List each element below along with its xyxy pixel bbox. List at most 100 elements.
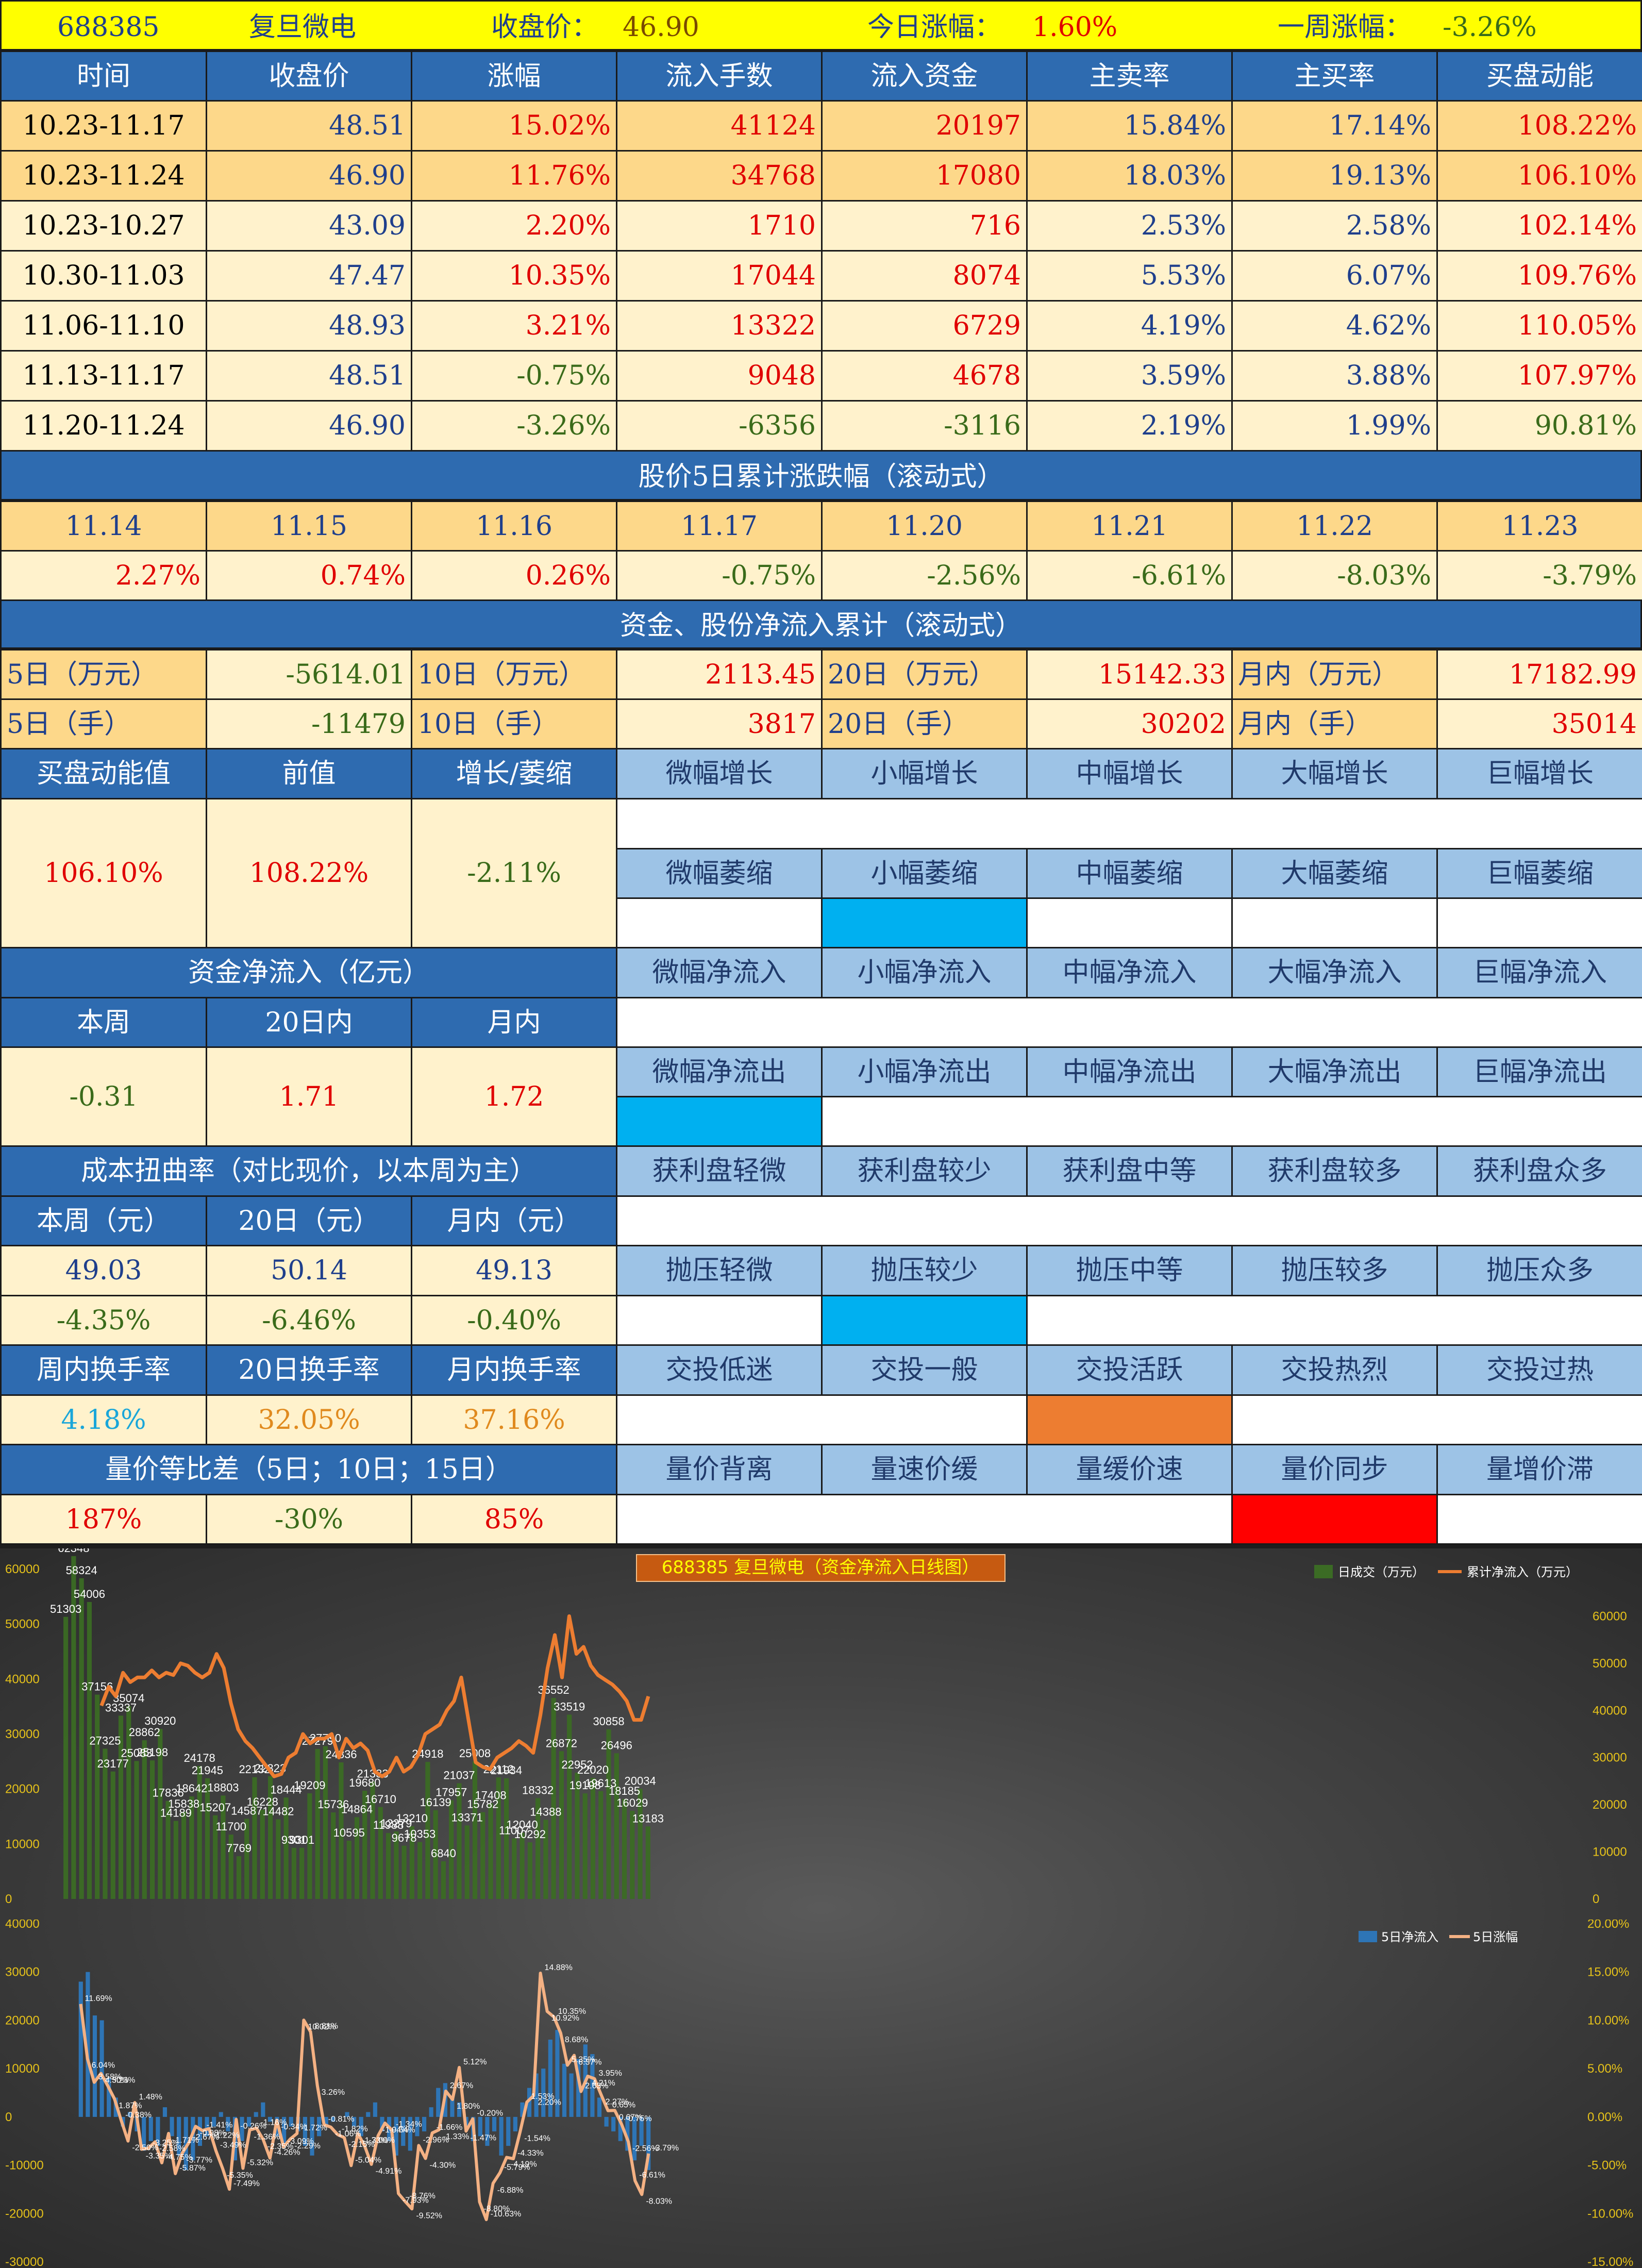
change-data-label: -4.30% xyxy=(430,2161,456,2170)
table-row: 10.23-11.17 48.51 15.02% 41124 20197 15.… xyxy=(0,100,1642,152)
net-inflow-bar xyxy=(429,2107,433,2117)
y-left-tick-label: 60000 xyxy=(5,1562,40,1576)
volume-data-label: 14189 xyxy=(160,1807,192,1820)
volume-bar xyxy=(173,1821,178,1899)
cumflow-label: 10日（手） xyxy=(411,698,617,749)
change-data-label: 8.68% xyxy=(565,2036,588,2044)
volume-data-label: 26496 xyxy=(601,1739,632,1752)
rolling5-table: 11.14 11.15 11.16 11.17 11.20 11.21 11.2… xyxy=(0,501,1642,601)
cumflow-label: 5日（万元） xyxy=(0,649,207,700)
row-momentum: 107.97% xyxy=(1436,350,1642,402)
volume-bar xyxy=(370,1781,375,1899)
y-left-tick-label: 50000 xyxy=(5,1617,40,1631)
col-header-sell-rate: 主卖率 xyxy=(1026,51,1233,102)
netflow-header: 本周 xyxy=(0,997,207,1048)
volume-bar xyxy=(103,1748,108,1899)
volume-data-label: 11700 xyxy=(215,1820,246,1833)
chart-title: 688385 复旦微电（资金净流入日线图） xyxy=(662,1557,980,1578)
volume-data-label: 30858 xyxy=(593,1715,624,1728)
momentum-delta: -2.11% xyxy=(411,798,617,948)
table-row: 11.20-11.24 46.90 -3.26% -6356 -3116 2.1… xyxy=(0,400,1642,452)
change-data-label: -3.09% xyxy=(288,2137,314,2146)
cumulative-flow-line xyxy=(99,1614,650,1778)
volume-bar xyxy=(417,1842,423,1899)
grow-level: 巨幅增长 xyxy=(1436,748,1642,799)
change-data-label: -5.35% xyxy=(227,2171,253,2180)
profit-level: 获利盘轻微 xyxy=(616,1145,823,1197)
netflow-20d: 1.71 xyxy=(206,1046,412,1147)
net-inflow-bar xyxy=(422,2116,427,2131)
net-inflow-bar xyxy=(197,2116,203,2146)
rolling5-value: 0.74% xyxy=(206,550,412,601)
legend-change-label: 5日涨幅 xyxy=(1473,1930,1518,1944)
col-header-buy-rate: 主买率 xyxy=(1231,51,1438,102)
netflow-title-row: 资金净流入（亿元） 微幅净流入 小幅净流入 中幅净流入 大幅净流入 巨幅净流入 xyxy=(0,947,1642,998)
cumflow-label: 月内（手） xyxy=(1231,698,1438,749)
net-inflow-bar xyxy=(177,2116,181,2156)
stock-name: 复旦微电 xyxy=(249,12,357,43)
momentum-previous: 108.22% xyxy=(206,798,412,948)
row-buy-rate: 6.07% xyxy=(1231,250,1438,302)
row-period: 10.23-11.17 xyxy=(0,100,207,152)
change-data-label: -0.26% xyxy=(240,2122,266,2131)
turnover-header: 20日换手率 xyxy=(206,1344,412,1396)
y-left-tick-label: 10000 xyxy=(5,2062,40,2076)
shrink-level: 微幅萎缩 xyxy=(616,848,823,899)
volume-data-label: 10292 xyxy=(514,1828,546,1841)
momentum-header: 增长/萎缩 xyxy=(411,748,617,799)
turnover-header-row: 周内换手率 20日换手率 月内换手率 交投低迷 交投一般 交投活跃 交投热烈 交… xyxy=(0,1344,1642,1396)
change-data-label: -3.25% xyxy=(153,2139,179,2147)
change-data-label: -2.29% xyxy=(294,2142,321,2150)
cumflow-label: 20日（手） xyxy=(821,698,1028,749)
change-data-label: -0.75% xyxy=(626,2114,652,2123)
volume-bar xyxy=(425,1762,430,1899)
change-data-label: -0.81% xyxy=(328,2115,355,2124)
volume-bar xyxy=(559,1751,564,1899)
volume-data-label: 62348 xyxy=(58,1548,89,1555)
row-lots: 17044 xyxy=(616,250,823,302)
shrink-header-row: 微幅萎缩 小幅萎缩 中幅萎缩 大幅萎缩 巨幅萎缩 xyxy=(1,848,1642,899)
table-row: 11.13-11.17 48.51 -0.75% 9048 4678 3.59%… xyxy=(0,350,1642,402)
net-inflow-bar xyxy=(478,2116,482,2137)
net-inflow-bar xyxy=(219,2112,223,2117)
five-day-change-line xyxy=(79,1972,650,2222)
net-inflow-bar xyxy=(226,2116,230,2131)
row-buy-rate: 17.14% xyxy=(1231,100,1438,152)
y-right-tick-label: 0.00% xyxy=(1587,2110,1622,2124)
change-data-label: -1.36% xyxy=(254,2132,280,2141)
net-inflow-bar xyxy=(261,2102,265,2117)
volume-bar xyxy=(283,1797,289,1899)
net-inflow-bar xyxy=(520,2102,525,2117)
volume-bar xyxy=(79,1578,84,1899)
net-inflow-bar xyxy=(394,2116,398,2156)
volume-bar xyxy=(401,1845,407,1899)
table-row: 10.23-11.24 46.90 11.76% 34768 17080 18.… xyxy=(0,150,1642,202)
volume-data-label: 18185 xyxy=(609,1785,640,1797)
y-left-tick-label: 30000 xyxy=(5,1727,40,1741)
volume-data-label: 25198 xyxy=(137,1746,168,1759)
change-data-label: 3.23% xyxy=(112,2076,135,2084)
cumflow-value: 3817 xyxy=(616,698,823,749)
net-inflow-bar xyxy=(254,2112,258,2117)
volume-bar xyxy=(158,1729,163,1899)
net-inflow-bar xyxy=(331,2116,336,2122)
volume-bar xyxy=(488,1803,493,1899)
outflow-level: 中幅净流出 xyxy=(1026,1046,1233,1097)
cumflow-value: 30202 xyxy=(1026,698,1233,749)
volume-data-label: 16139 xyxy=(420,1796,451,1809)
cumflow-value: 17182.99 xyxy=(1436,649,1642,700)
volume-bar xyxy=(378,1807,383,1899)
net-inflow-bar xyxy=(597,2097,602,2117)
volume-bar xyxy=(71,1556,76,1899)
change-data-label: -2.96% xyxy=(423,2136,449,2144)
volume-data-label: 14388 xyxy=(530,1806,561,1819)
row-funds: -3116 xyxy=(821,400,1028,452)
volume-bar xyxy=(543,1820,548,1899)
y-left-tick-label: 40000 xyxy=(5,1920,40,1931)
volume-bar xyxy=(567,1714,572,1899)
cumflow-label: 20日（万元） xyxy=(821,649,1028,700)
indicator-grid: 买盘动能值 前值 增长/萎缩 微幅增长 小幅增长 中幅增长 大幅增长 巨幅增长 … xyxy=(0,748,1642,1545)
change-data-label: -5.79% xyxy=(504,2163,530,2172)
volume-data-label: 17836 xyxy=(153,1787,184,1799)
volume-bar xyxy=(236,1856,242,1899)
